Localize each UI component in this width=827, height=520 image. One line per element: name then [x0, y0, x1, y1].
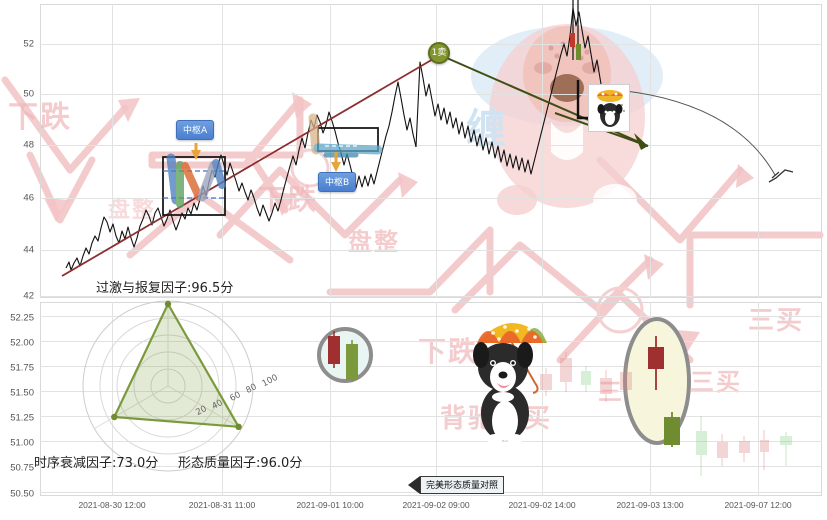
gridline-h [40, 296, 822, 297]
pivot-b-label[interactable]: 中枢B [318, 172, 357, 192]
umbrella-icon [477, 323, 547, 394]
perfect-pattern-callout[interactable]: 完美形态质量对照 [408, 476, 505, 494]
y-tick-label: 52.25 [10, 312, 34, 324]
y-tick-label: 52.00 [10, 337, 34, 349]
y-tick-label: 51.25 [10, 412, 34, 424]
x-axis: 2021-08-30 12:00 2021-08-31 11:00 2021-0… [0, 500, 827, 520]
projection-tick [771, 171, 780, 179]
gridline-v [650, 4, 651, 298]
radar-axis-label-top: 过激与报复因子:96.5分 [96, 281, 234, 296]
sell-point-marker[interactable]: 1卖 [428, 42, 450, 64]
gridline-h [40, 366, 822, 367]
radar-point [164, 300, 172, 308]
gridline-v [542, 302, 543, 496]
gridline-h [40, 441, 822, 442]
radar-point [111, 413, 118, 421]
callout-label: 完美形态质量对照 [420, 476, 505, 494]
gridline-h [40, 341, 822, 342]
callout-arrow-icon [408, 476, 420, 494]
quality-score-radar: 20 40 60 80 100 [48, 288, 288, 478]
y-tick-label: 50.50 [10, 488, 34, 500]
gridline-v [112, 302, 113, 496]
gridline-v [436, 302, 437, 496]
radar-axis-label-left: 时序衰减因子:73.0分 [34, 456, 159, 471]
highlight-candle-green [664, 412, 680, 447]
sample-candle-red [328, 331, 340, 368]
gridline-v [758, 302, 759, 496]
radar-svg [82, 300, 254, 472]
dog-picture-box [588, 84, 630, 132]
lower-panel-frame [40, 302, 822, 496]
x-tick-label: 2021-08-31 11:00 [188, 500, 256, 510]
gridline-h [40, 466, 822, 467]
radar-point [235, 423, 242, 430]
gridline-h [40, 198, 822, 199]
background-candles [540, 352, 792, 476]
x-tick-label: 2021-09-03 13:00 [616, 500, 684, 510]
pivot-a-label[interactable]: 中枢A [176, 120, 215, 140]
x-tick-label: 2021-09-02 09:00 [402, 500, 470, 510]
gridline-h [40, 145, 822, 146]
x-tick-label: 2021-09-02 14:00 [508, 500, 576, 510]
radar-axis-label-right: 形态质量因子:96.0分 [178, 456, 303, 471]
gridline-v [436, 4, 437, 298]
lower-y-axis: 52.25 52.00 51.75 51.50 51.25 51.00 50.7… [0, 302, 38, 502]
y-tick-label: 50.75 [10, 462, 34, 474]
y-tick-label: 51.00 [10, 437, 34, 449]
x-tick-label: 2021-09-01 10:00 [296, 500, 364, 510]
y-tick-label: 51.50 [10, 387, 34, 399]
y-tick-label: 42 [23, 290, 34, 302]
y-tick-label: 44 [23, 244, 34, 256]
x-tick-label: 2021-08-30 12:00 [78, 500, 146, 510]
radar-polygon [112, 301, 241, 429]
gridline-h [40, 416, 822, 417]
dog-with-umbrella-illustration [473, 323, 547, 444]
x-tick-label: 2021-09-07 12:00 [724, 500, 792, 510]
projection-end-mark [768, 169, 794, 183]
y-tick-label: 52 [23, 38, 34, 50]
sample-candle-green [346, 340, 358, 382]
sample-candle-ring [317, 327, 373, 383]
pivot-b-stroke-2 [313, 143, 383, 155]
gridline-h [40, 316, 822, 317]
y-tick-label: 51.75 [10, 362, 34, 374]
gridline-v [330, 302, 331, 496]
dog-umbrella-icon [597, 90, 625, 127]
gridline-h [40, 391, 822, 392]
